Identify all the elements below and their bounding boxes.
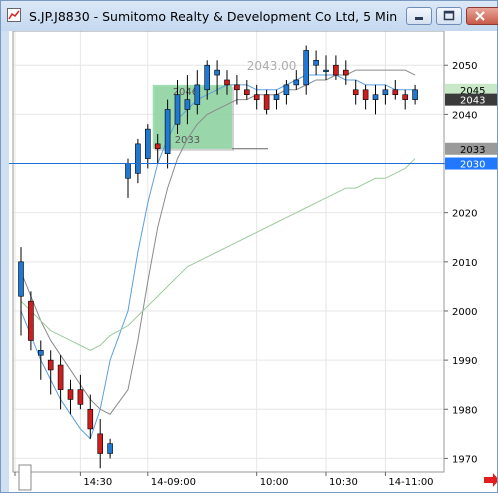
candle-body-up — [372, 94, 379, 100]
close-icon — [475, 11, 485, 21]
zone-bottom-label: 2033 — [175, 135, 200, 146]
price-tag-box — [445, 93, 497, 106]
chart-client-area: 2046 2033 2043.00 1970 1980 1990 2000 2010 2020… — [9, 30, 498, 492]
sma-mid-line — [20, 69, 416, 415]
candle-body-up — [293, 79, 300, 86]
candle-body-up — [382, 89, 389, 96]
chart-app-icon — [7, 8, 21, 22]
y-tick-label: 1980 — [452, 405, 477, 416]
candle-body-down — [87, 408, 94, 430]
window-title: S.JP.J8830 - Sumitomo Realty & Developme… — [29, 9, 398, 24]
candle-body-up — [323, 69, 329, 72]
candle-body-up — [313, 60, 319, 66]
y-tick-label: 2010 — [452, 258, 477, 269]
candle-body-down — [244, 89, 250, 96]
x-tick-label: 14:30 — [83, 477, 112, 488]
candle-body-down — [224, 79, 230, 86]
price-tag-box — [445, 142, 497, 155]
x-scroll-start-box — [18, 464, 32, 491]
candle-body-down — [333, 64, 339, 76]
plot-frame — [12, 30, 445, 473]
price-tag-label: 2030 — [460, 160, 485, 171]
title-bar[interactable]: S.JP.J8830 - Sumitomo Realty & Developme… — [1, 1, 498, 31]
candle-body-up — [412, 89, 418, 100]
candle-body-down — [253, 94, 260, 100]
candle-body-up — [174, 94, 181, 125]
candle-body-up — [283, 84, 290, 96]
candle-body-down — [263, 94, 270, 110]
candle-body-down — [67, 389, 74, 400]
candle-body-up — [125, 163, 131, 179]
maximize-button[interactable] — [436, 7, 462, 25]
y-tick-label: 1990 — [452, 356, 477, 367]
candle-body-up — [214, 69, 220, 76]
candle-body-up — [145, 128, 151, 159]
y-tick-label: 2020 — [452, 209, 477, 220]
minimize-button[interactable] — [406, 7, 432, 25]
y-tick-label: 2050 — [452, 61, 477, 72]
candle-body-up — [135, 143, 141, 174]
x-tick-label: 10:00 — [260, 477, 289, 488]
candle-body-down — [362, 89, 369, 100]
price-tag-label: 2045 — [460, 86, 485, 97]
x-tick-label: 14-09:00 — [151, 477, 196, 488]
zone-top-label: 2046 — [173, 87, 198, 98]
candle-body-down — [154, 143, 161, 150]
candle-body-down — [352, 89, 359, 96]
candle-body-up — [37, 349, 44, 356]
candle-body-up — [303, 50, 310, 86]
candle-body-down — [392, 89, 399, 96]
y-tick-label: 2040 — [452, 110, 477, 121]
faded-price-label: 2043.00 — [247, 59, 297, 73]
candle-body-up — [164, 109, 171, 154]
candle-body-down — [57, 364, 64, 390]
candle-body-up — [184, 99, 191, 110]
candle-body-down — [97, 433, 103, 454]
candle-body-up — [204, 64, 210, 91]
price-tag-box — [445, 83, 497, 96]
sma-slow-line — [20, 158, 416, 351]
scroll-right-arrow-icon[interactable] — [484, 473, 498, 487]
x-tick-label: 14-11:00 — [388, 477, 433, 488]
candle-body-down — [402, 94, 409, 100]
candles-layer — [18, 45, 418, 469]
candle-body-down — [234, 84, 240, 91]
minimize-icon — [415, 17, 423, 20]
candle-body-down — [342, 69, 349, 76]
price-tag-label: 2043 — [460, 96, 485, 107]
candle-body-up — [273, 94, 280, 100]
moving-average-layer — [20, 69, 416, 440]
sma-fast-line — [20, 74, 416, 440]
close-button[interactable] — [466, 7, 498, 25]
candle-body-down — [47, 359, 54, 371]
y-tick-label: 1970 — [452, 454, 477, 465]
candle-body-down — [28, 300, 34, 341]
y-tick-label: 2000 — [452, 307, 477, 318]
candle-body-down — [77, 389, 84, 405]
price-tag-box — [445, 157, 497, 170]
x-tick-label: 10:30 — [329, 477, 358, 488]
candle-body-up — [18, 261, 24, 297]
candle-body-up — [107, 443, 113, 454]
candle-body-up — [194, 84, 201, 105]
candlestick-chart[interactable]: 2046 2033 2043.00 1970 1980 1990 2000 2010 2020… — [9, 30, 498, 492]
maximize-icon — [443, 10, 455, 21]
price-tag-label: 2033 — [460, 145, 485, 156]
